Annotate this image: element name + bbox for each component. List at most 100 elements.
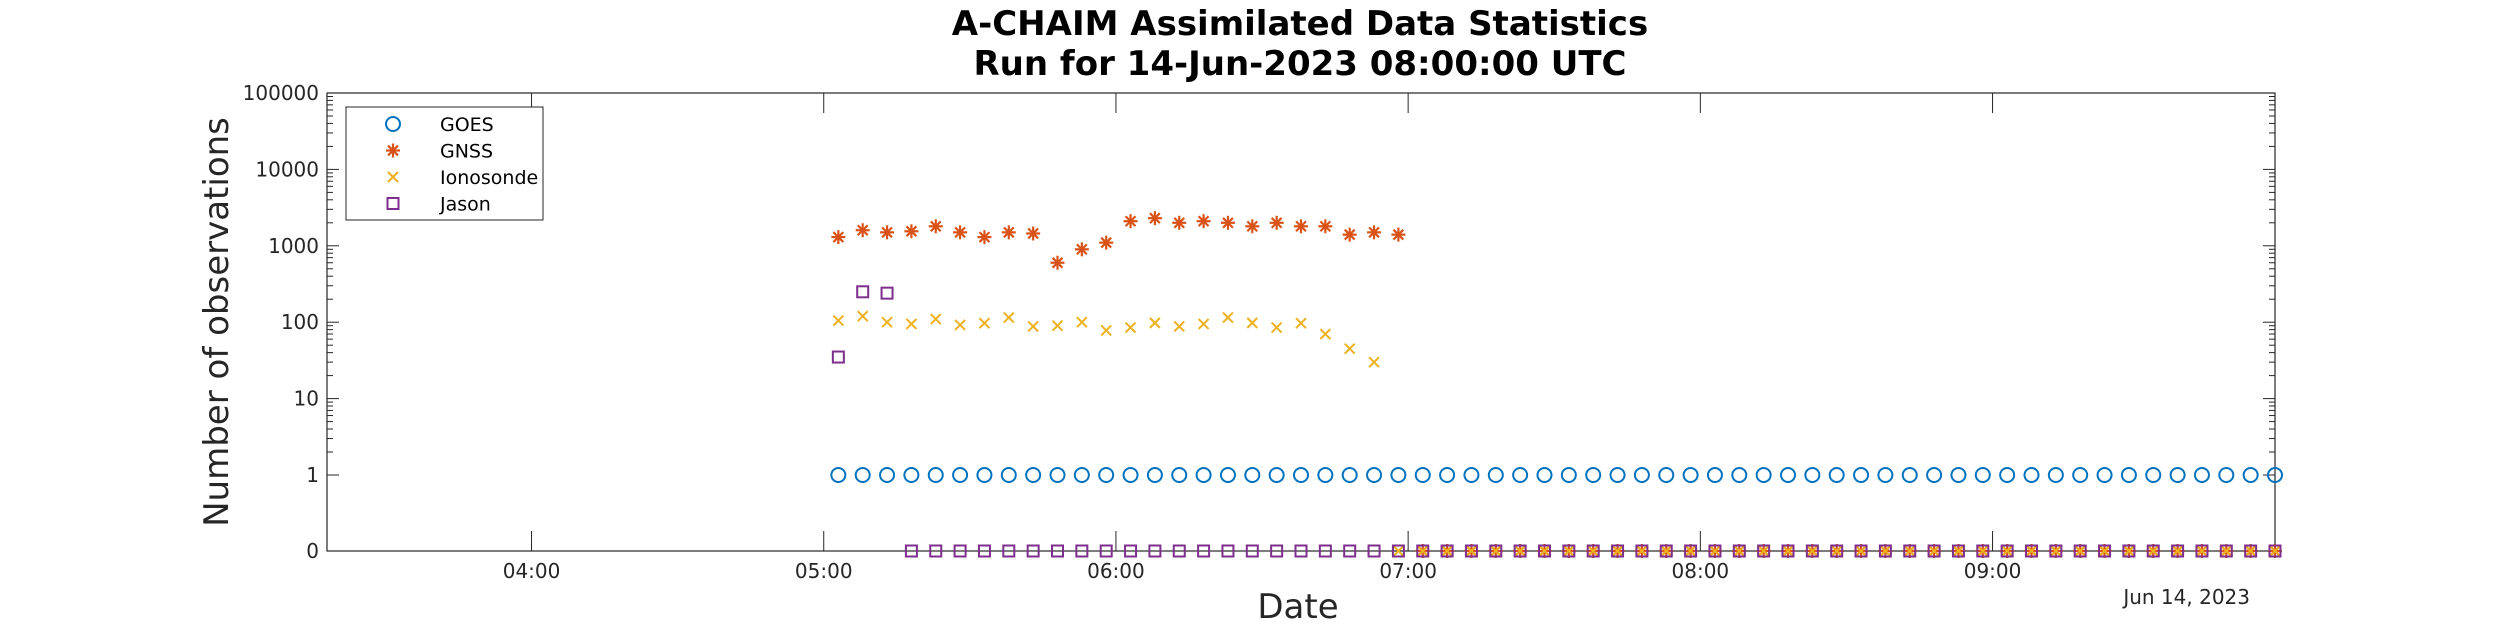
data-point-jason (880, 286, 894, 300)
data-point-ionosonde (2074, 545, 2086, 557)
data-point-jason (2122, 544, 2136, 558)
data-point-gnss (1367, 225, 1382, 240)
legend-marker-goes (385, 116, 401, 132)
data-point-goes (2120, 467, 2137, 483)
data-point-goes (2267, 467, 2283, 483)
data-point-gnss (1147, 211, 1162, 226)
data-point-ionosonde (2147, 545, 2159, 557)
data-point-gnss (1220, 215, 1235, 230)
data-point-goes (1439, 467, 1456, 483)
data-point-jason (1245, 544, 1259, 558)
data-point-goes (1244, 467, 1261, 483)
data-point-jason (1830, 544, 1844, 558)
legend-marker-ionosonde (387, 171, 399, 183)
data-point-goes (1560, 467, 1577, 483)
data-point-ionosonde (1392, 545, 1405, 557)
data-point-ionosonde (1684, 545, 1697, 557)
data-point-goes (952, 467, 969, 483)
data-point-goes (1317, 467, 1334, 483)
data-point-jason (1854, 544, 1868, 558)
data-point-goes (1146, 467, 1163, 483)
data-point-ionosonde (2098, 545, 2111, 557)
data-point-jason (1562, 544, 1576, 558)
x-axis-label: Date (1257, 587, 1338, 625)
legend: GOES GNSS Ionosonde Jason (345, 106, 544, 221)
data-point-goes (1804, 467, 1821, 483)
data-point-gnss (953, 225, 968, 240)
data-point-jason (1513, 544, 1527, 558)
data-point-ionosonde (1806, 545, 1819, 557)
data-point-jason (953, 544, 967, 558)
data-point-ionosonde (1879, 545, 1892, 557)
data-point-ionosonde (1465, 545, 1478, 557)
data-point-ionosonde (1173, 320, 1185, 333)
data-point-ionosonde (1124, 321, 1137, 334)
data-point-ionosonde (905, 318, 918, 330)
data-point-goes (927, 467, 944, 483)
data-point-gnss (1294, 219, 1308, 234)
data-point-goes (1463, 467, 1480, 483)
chart-marks (830, 211, 2283, 558)
data-point-ionosonde (1977, 545, 1989, 557)
data-point-jason (2000, 544, 2014, 558)
data-point-jason (1172, 544, 1186, 558)
data-point-goes (2023, 467, 2040, 483)
data-point-jason (1391, 544, 1405, 558)
data-point-goes (1536, 467, 1553, 483)
data-point-goes (1633, 467, 1650, 483)
data-point-jason (1416, 544, 1430, 558)
data-point-goes (976, 467, 993, 483)
data-point-goes (1585, 467, 1602, 483)
data-point-jason (1927, 544, 1941, 558)
data-point-ionosonde (1855, 545, 1867, 557)
data-point-gnss (1026, 226, 1041, 241)
data-point-jason (2195, 544, 2209, 558)
x-tick-label: 07:00 (1379, 559, 1437, 583)
data-point-goes (2096, 467, 2113, 483)
data-point-ionosonde (1319, 328, 1332, 340)
data-point-gnss (904, 224, 919, 239)
data-point-ionosonde (1563, 545, 1575, 557)
data-point-ionosonde (2220, 545, 2233, 557)
data-point-goes (1390, 467, 1407, 483)
data-point-ionosonde (1830, 545, 1843, 557)
data-point-jason (1586, 544, 1600, 558)
data-point-ionosonde (1709, 545, 1721, 557)
y-tick-label: 0 (306, 539, 319, 563)
data-point-jason (904, 544, 918, 558)
data-point-jason (929, 544, 943, 558)
data-point-goes (1926, 467, 1943, 483)
data-point-goes (1268, 467, 1285, 483)
data-point-goes (1828, 467, 1845, 483)
data-point-ionosonde (1733, 545, 1746, 557)
data-point-gnss (1001, 225, 1016, 240)
data-point-goes (830, 467, 847, 483)
x-tick-label: 08:00 (1672, 559, 1730, 583)
data-point-ionosonde (1417, 545, 1429, 557)
data-point-gnss (1269, 215, 1284, 230)
data-point-goes (1025, 467, 1042, 483)
data-point-ionosonde (1343, 342, 1356, 355)
data-point-jason (2073, 544, 2087, 558)
data-point-jason (2098, 544, 2112, 558)
data-point-ionosonde (2171, 545, 2184, 557)
data-point-goes (854, 467, 871, 483)
x-tick-label: 09:00 (1964, 559, 2022, 583)
data-point-jason (1976, 544, 1990, 558)
y-tick-label: 100000 (243, 81, 319, 105)
data-point-ionosonde (856, 310, 869, 322)
legend-label-goes: GOES (440, 114, 494, 136)
data-point-ionosonde (1587, 545, 1599, 557)
x-tick-label: 04:00 (503, 559, 561, 583)
data-point-gnss (1318, 219, 1333, 234)
x-tick-label: 06:00 (1087, 559, 1145, 583)
legend-label-gnss: GNSS (440, 141, 493, 163)
data-point-goes (1755, 467, 1772, 483)
data-point-jason (1075, 544, 1089, 558)
data-point-jason (2268, 544, 2282, 558)
data-point-gnss (1391, 227, 1406, 242)
data-point-ionosonde (1538, 545, 1551, 557)
data-point-goes (2169, 467, 2186, 483)
data-point-jason (1026, 544, 1040, 558)
data-point-goes (1487, 467, 1504, 483)
